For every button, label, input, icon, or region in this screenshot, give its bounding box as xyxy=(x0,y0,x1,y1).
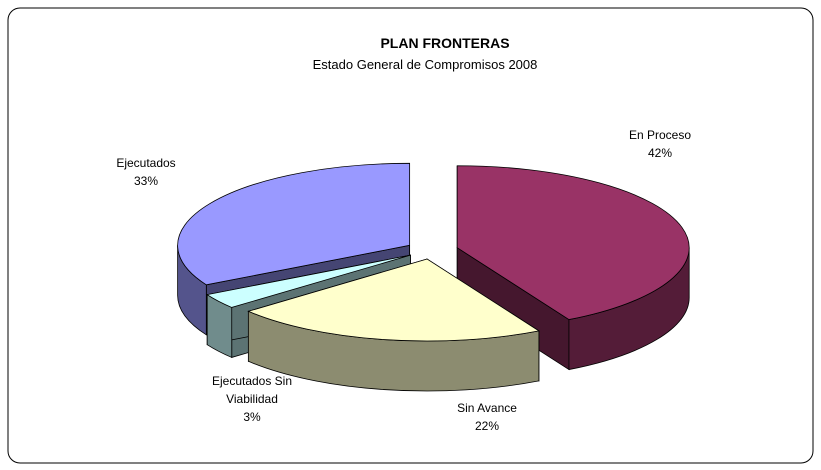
slice-label: Sin Avance xyxy=(457,401,517,415)
slice-label: Ejecutados Sin Viabilidad xyxy=(211,374,293,406)
slice-label: Ejecutados xyxy=(116,156,176,170)
slice-value-label: 42% xyxy=(647,146,673,160)
slice-top xyxy=(456,165,690,320)
chart-subtitle: Estado General de Compromisos 2008 xyxy=(312,57,538,72)
slice-top xyxy=(247,258,540,342)
slice-label: En Proceso xyxy=(628,128,692,142)
pie-slice xyxy=(247,258,540,392)
slice-top xyxy=(177,162,411,286)
slice-value-label: 33% xyxy=(133,174,159,188)
chart-frame xyxy=(7,7,814,464)
slice-value-label: 3% xyxy=(243,410,261,424)
slice-value-label: 22% xyxy=(474,419,500,433)
slice-top xyxy=(206,254,411,308)
chart-title: PLAN FRONTERAS xyxy=(380,35,510,51)
